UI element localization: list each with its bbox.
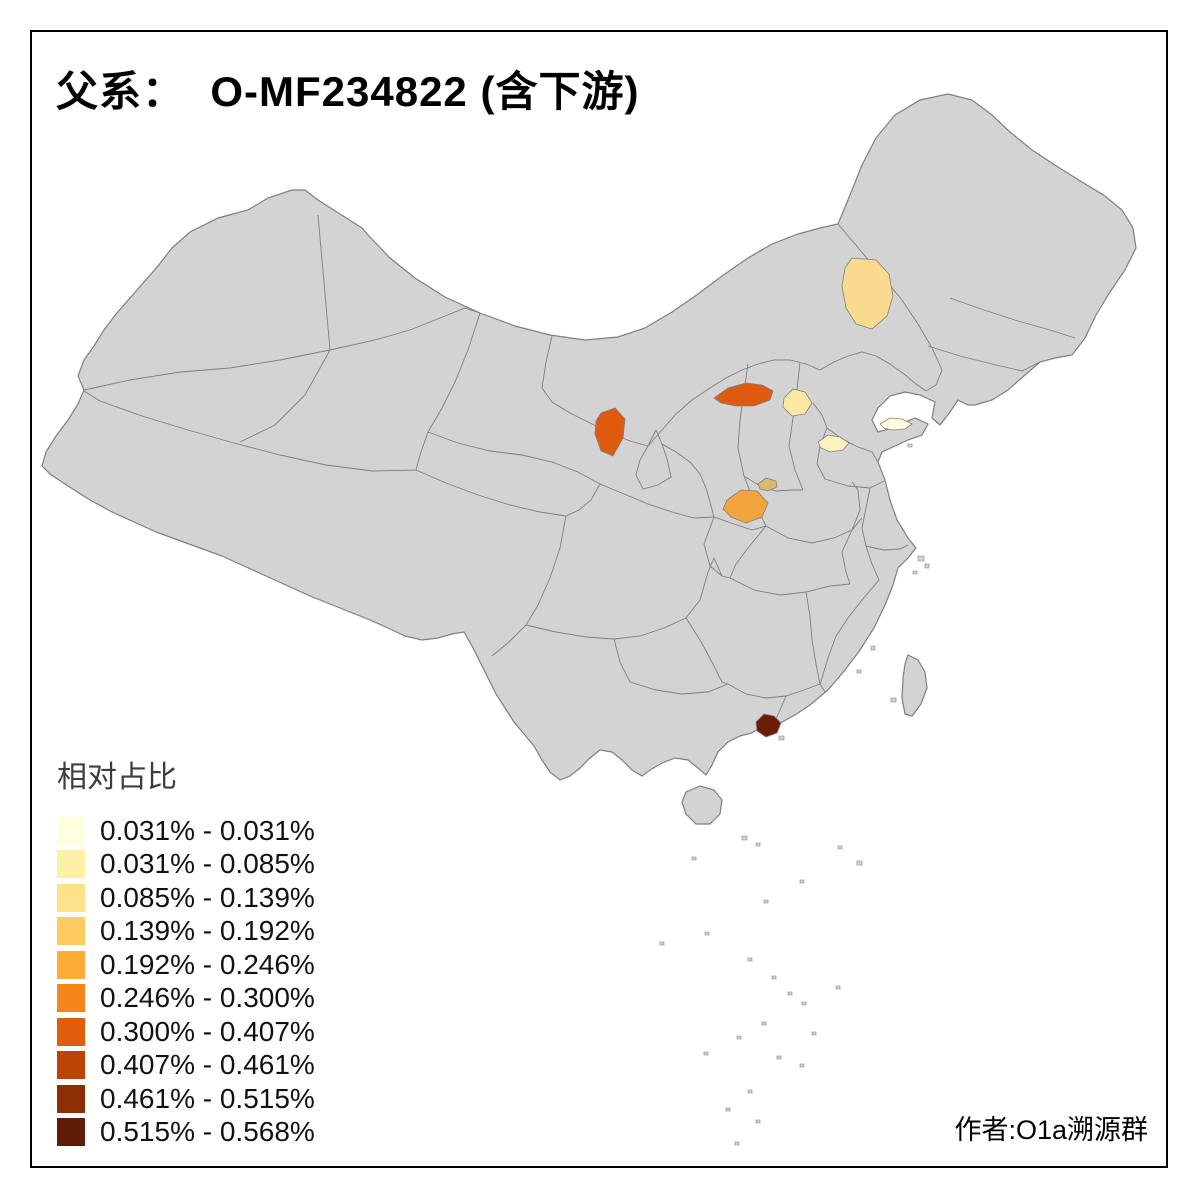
- legend-label: 0.461% - 0.515%: [100, 1082, 315, 1114]
- legend: 相对占比 0.031% - 0.031% 0.031% - 0.085% 0.0…: [57, 752, 397, 1149]
- legend-label: 0.246% - 0.300%: [100, 982, 315, 1014]
- region-gansu-highlight: [594, 407, 626, 457]
- legend-swatch: [57, 883, 85, 912]
- legend-label: 0.085% - 0.139%: [100, 881, 315, 913]
- region-shandong-peninsula-highlight: [879, 417, 913, 431]
- legend-label: 0.031% - 0.031%: [100, 814, 315, 846]
- legend-label: 0.515% - 0.568%: [100, 1116, 315, 1148]
- region-guangdong-highlight: [755, 713, 782, 738]
- legend-item: 0.031% - 0.085%: [57, 848, 397, 882]
- plot-title: 父系： O-MF234822 (含下游): [56, 68, 640, 115]
- legend-item: 0.192% - 0.246%: [57, 948, 397, 982]
- legend-label: 0.031% - 0.085%: [100, 848, 315, 880]
- region-inner-mongolia-highlight: [841, 257, 894, 330]
- legend-label: 0.407% - 0.461%: [100, 1049, 315, 1081]
- legend-label: 0.139% - 0.192%: [100, 915, 315, 947]
- legend-swatch: [57, 1017, 85, 1046]
- legend-item: 0.085% - 0.139%: [57, 881, 397, 915]
- legend-swatch: [57, 1084, 85, 1113]
- legend-item: 0.300% - 0.407%: [57, 1015, 397, 1049]
- region-shanxi-north-highlight: [713, 382, 774, 407]
- legend-item: 0.407% - 0.461%: [57, 1049, 397, 1083]
- legend-swatch: [57, 1051, 85, 1080]
- region-shaanxi-south-highlight: [722, 489, 769, 524]
- province-borders: [83, 214, 1076, 729]
- region-shandong-west-highlight: [817, 434, 850, 453]
- author-credit: 作者:O1a溯源群: [954, 1115, 1148, 1145]
- legend-item: 0.031% - 0.031%: [57, 814, 397, 848]
- legend-item: 0.246% - 0.300%: [57, 982, 397, 1016]
- china-mainland-outline: [41, 93, 1137, 781]
- legend-item: 0.139% - 0.192%: [57, 915, 397, 949]
- taiwan-island: [901, 654, 928, 717]
- region-henan-small-highlight: [757, 477, 778, 492]
- legend-swatch: [57, 1118, 85, 1147]
- legend-swatch: [57, 850, 85, 879]
- legend-label: 0.300% - 0.407%: [100, 1015, 315, 1047]
- legend-label: 0.192% - 0.246%: [100, 948, 315, 980]
- hainan-island: [681, 785, 723, 825]
- legend-title: 相对占比: [57, 761, 177, 794]
- legend-swatch: [57, 984, 85, 1013]
- legend-swatch: [57, 816, 85, 845]
- legend-swatch: [57, 917, 85, 946]
- south-china-sea-islets: [659, 443, 930, 1146]
- region-beijing-highlight: [782, 388, 813, 417]
- legend-item: 0.515% - 0.568%: [57, 1116, 397, 1150]
- legend-item: 0.461% - 0.515%: [57, 1082, 397, 1116]
- legend-swatch: [57, 950, 85, 979]
